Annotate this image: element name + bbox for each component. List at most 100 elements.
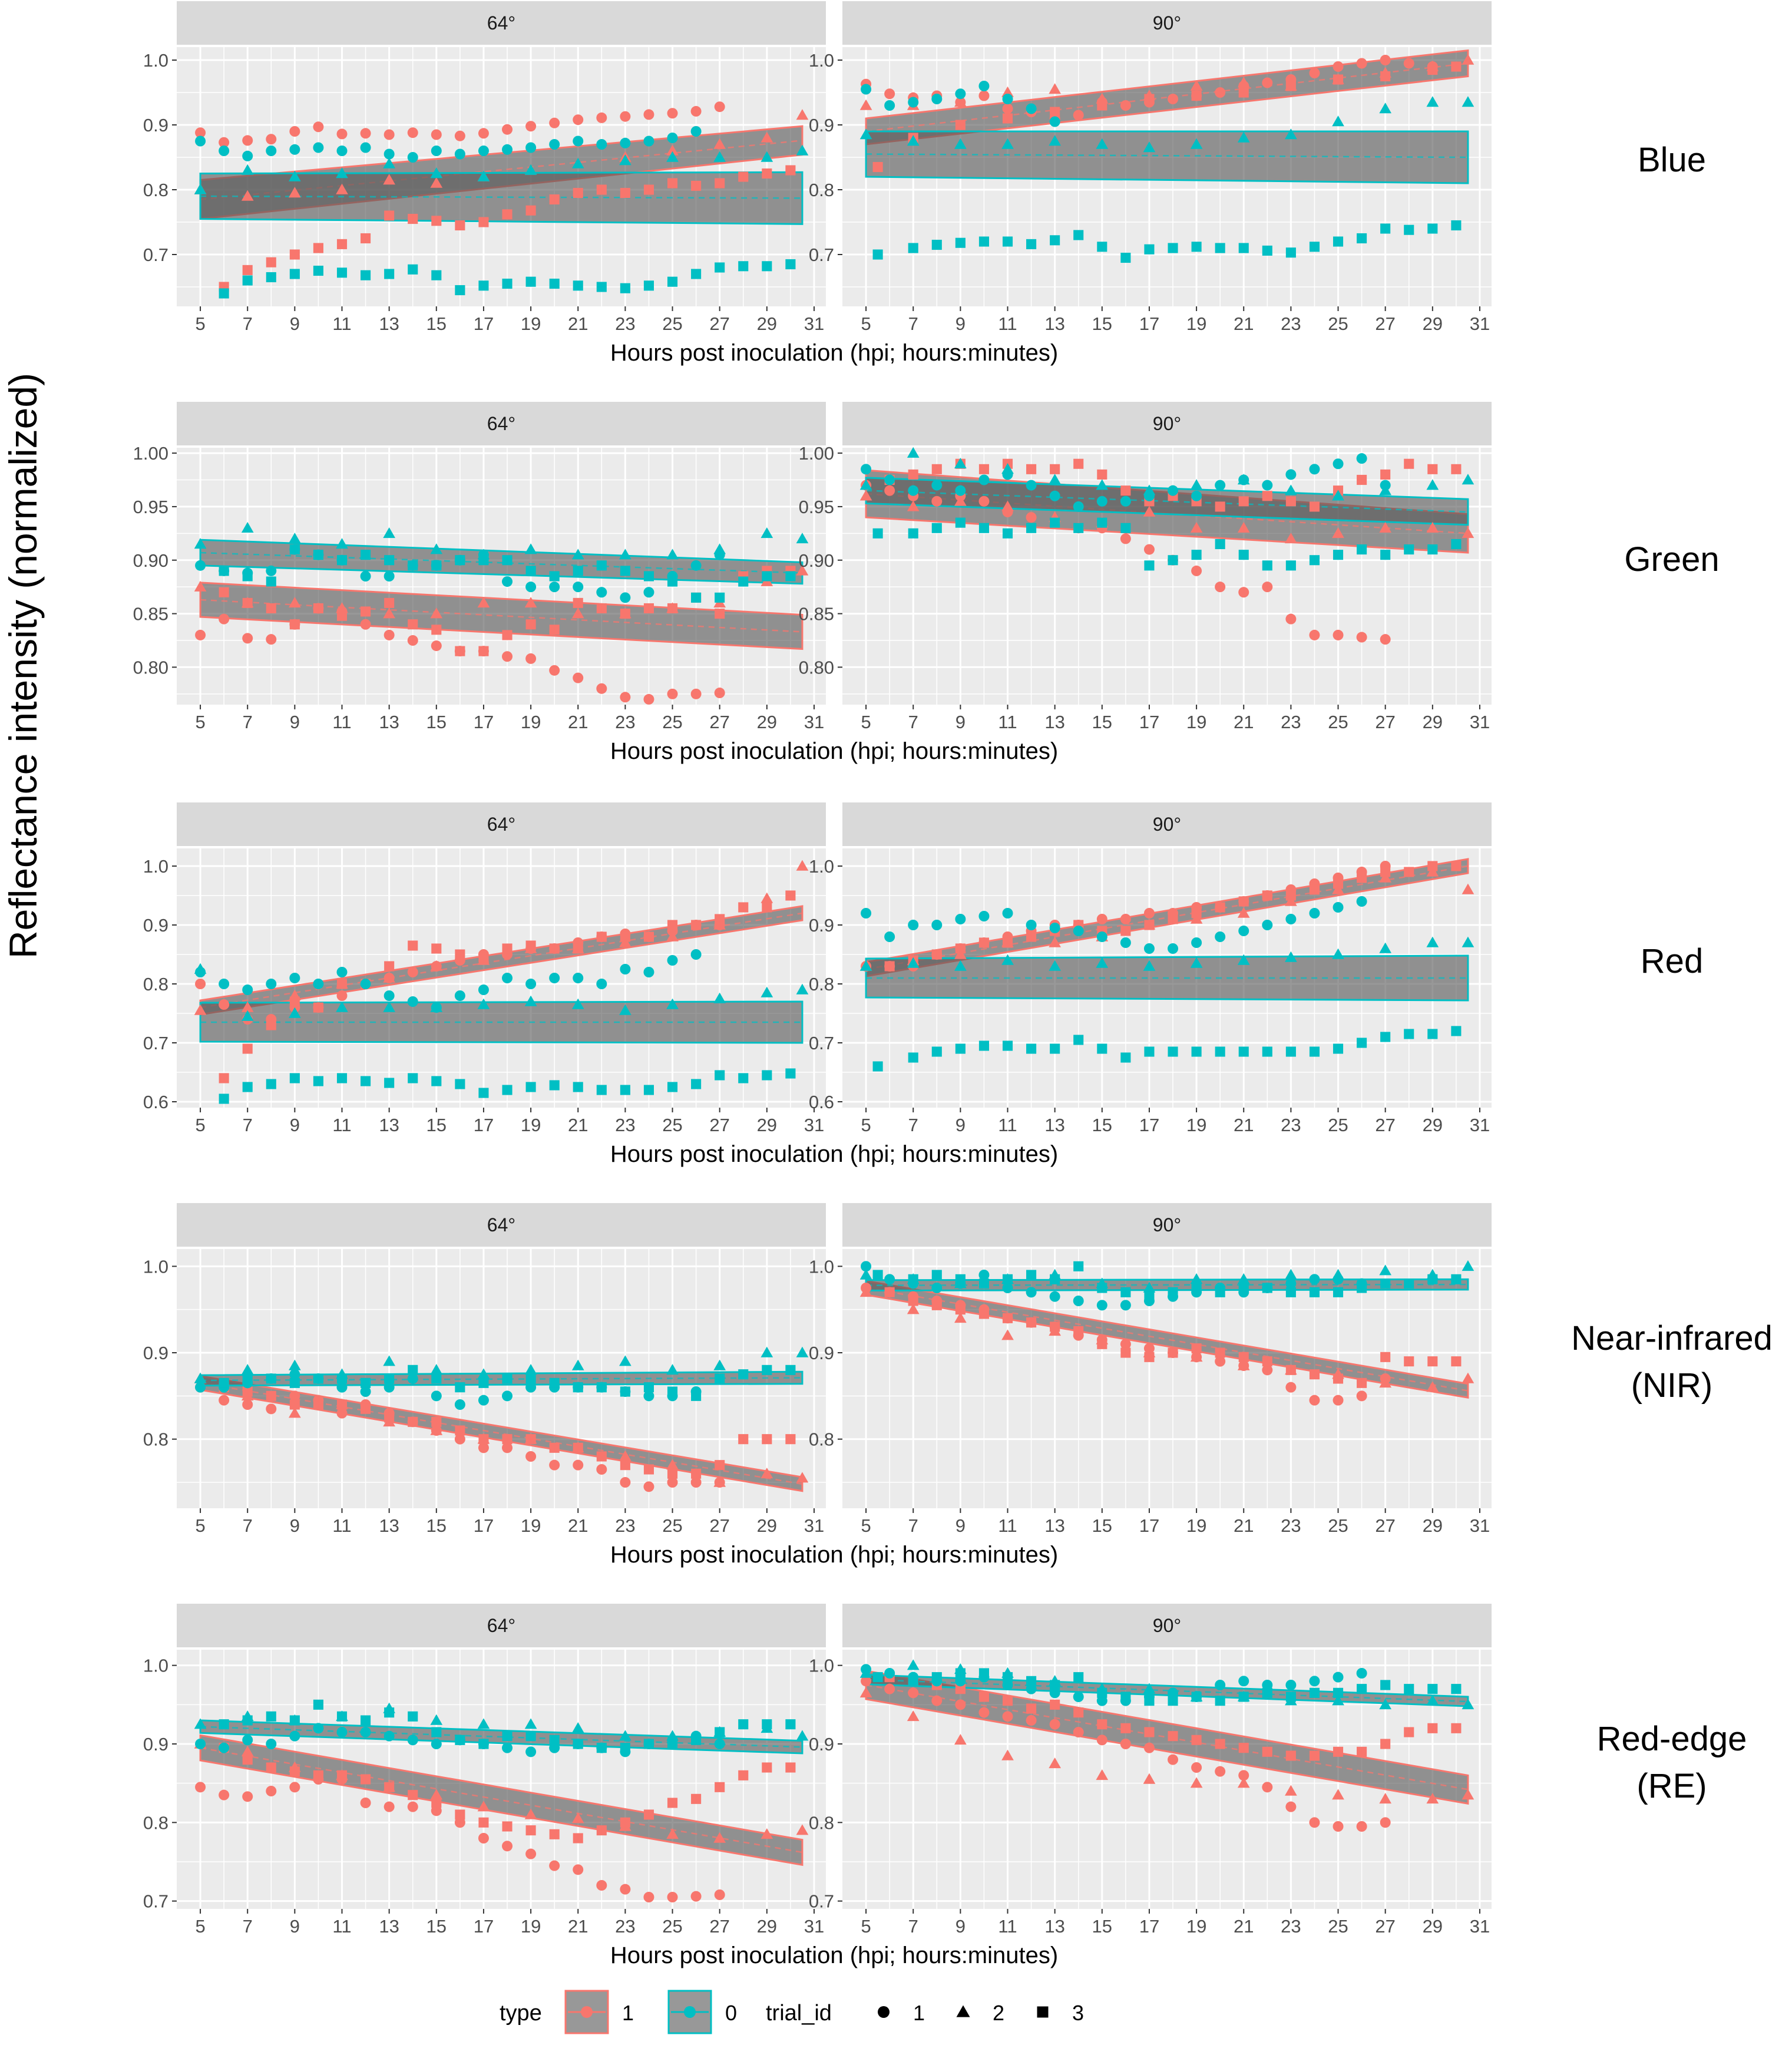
x-tick-label: 13 bbox=[379, 712, 399, 732]
data-point bbox=[195, 629, 206, 640]
data-point bbox=[384, 1412, 395, 1423]
data-point bbox=[360, 979, 371, 989]
data-point bbox=[241, 164, 254, 175]
data-point bbox=[1168, 914, 1178, 924]
data-point bbox=[1096, 1695, 1107, 1706]
data-point bbox=[1404, 1356, 1414, 1367]
data-point bbox=[360, 619, 371, 630]
data-point bbox=[1309, 1274, 1320, 1285]
data-point bbox=[242, 1715, 253, 1726]
data-point bbox=[666, 151, 679, 162]
data-point bbox=[1215, 87, 1226, 98]
data-point bbox=[1190, 1350, 1203, 1362]
x-tick-label: 5 bbox=[195, 712, 205, 732]
data-point bbox=[1096, 1769, 1109, 1780]
data-point bbox=[1380, 1352, 1391, 1362]
legend-type-entry: 0 bbox=[667, 1990, 737, 2034]
data-point bbox=[573, 973, 584, 983]
data-point bbox=[454, 1817, 465, 1828]
x-tick-label: 17 bbox=[1139, 1115, 1159, 1135]
data-point bbox=[1073, 1672, 1084, 1683]
x-tick-label: 25 bbox=[1328, 1115, 1348, 1135]
data-point bbox=[525, 979, 537, 989]
data-point bbox=[620, 609, 630, 619]
data-point bbox=[1462, 1698, 1474, 1710]
data-point bbox=[1144, 1696, 1155, 1706]
data-point bbox=[761, 1828, 773, 1839]
confidence-ribbon-type-1 bbox=[199, 1734, 804, 1866]
data-point bbox=[596, 1451, 607, 1462]
data-point bbox=[266, 576, 276, 587]
y-tick-label: 0.95 bbox=[799, 497, 834, 517]
data-point bbox=[266, 134, 277, 145]
data-point bbox=[796, 1472, 809, 1483]
data-point bbox=[383, 1730, 395, 1742]
data-point bbox=[1285, 1750, 1296, 1761]
x-tick-label: 29 bbox=[1423, 1515, 1443, 1536]
data-point bbox=[336, 1001, 348, 1012]
data-point bbox=[408, 1073, 418, 1083]
data-point bbox=[884, 961, 895, 972]
legend-shape-square bbox=[1037, 2006, 1049, 2018]
data-point bbox=[1168, 243, 1178, 253]
data-point bbox=[1333, 1671, 1344, 1683]
data-point bbox=[1190, 479, 1203, 490]
data-point bbox=[859, 479, 872, 490]
data-point bbox=[336, 1770, 348, 1780]
data-point bbox=[525, 121, 537, 132]
data-point bbox=[1333, 61, 1344, 72]
data-point bbox=[549, 571, 560, 582]
data-point bbox=[955, 1676, 966, 1687]
data-point bbox=[289, 1359, 301, 1370]
data-point bbox=[643, 587, 654, 598]
data-point bbox=[455, 555, 465, 566]
x-axis-title: Hours post inoculation (hpi; hours:minut… bbox=[610, 340, 1058, 366]
data-point bbox=[1379, 1792, 1392, 1804]
data-point bbox=[219, 566, 229, 576]
data-point bbox=[478, 952, 489, 963]
x-tick-label: 17 bbox=[474, 1916, 494, 1937]
data-point bbox=[289, 1390, 300, 1402]
series-type-1-trial-3 bbox=[884, 458, 1462, 512]
data-point bbox=[289, 973, 300, 983]
data-point bbox=[1357, 233, 1367, 244]
data-point bbox=[1451, 861, 1462, 871]
data-point bbox=[1404, 1727, 1414, 1737]
data-point bbox=[620, 1085, 630, 1095]
series-type-0-trial-1 bbox=[861, 896, 1367, 954]
x-tick-label: 19 bbox=[1186, 1916, 1206, 1937]
data-point bbox=[383, 1355, 396, 1366]
data-point bbox=[715, 1373, 725, 1384]
data-point bbox=[383, 148, 395, 160]
data-point bbox=[241, 190, 254, 201]
data-point bbox=[383, 571, 395, 582]
data-point bbox=[643, 1809, 654, 1820]
data-point bbox=[336, 967, 348, 977]
data-point bbox=[620, 1743, 630, 1753]
series-type-1-trial-3 bbox=[884, 1287, 1462, 1388]
x-tick-label: 25 bbox=[1328, 313, 1348, 334]
data-point bbox=[289, 1407, 301, 1418]
data-point bbox=[1026, 239, 1037, 249]
data-point bbox=[1143, 960, 1156, 971]
data-point bbox=[573, 187, 583, 199]
data-point bbox=[978, 1278, 989, 1289]
data-point bbox=[313, 1076, 323, 1086]
x-tick-label: 21 bbox=[1234, 313, 1254, 334]
data-point bbox=[1238, 1691, 1249, 1702]
trend-line-type-0 bbox=[200, 551, 802, 574]
data-point bbox=[1191, 1343, 1202, 1354]
x-tick-label: 23 bbox=[615, 1115, 635, 1135]
data-point bbox=[620, 1817, 630, 1828]
data-point bbox=[1333, 1821, 1344, 1832]
data-point bbox=[859, 1686, 872, 1698]
data-point bbox=[242, 1755, 253, 1765]
data-point bbox=[872, 528, 883, 538]
data-point bbox=[643, 967, 654, 977]
data-point bbox=[596, 603, 607, 614]
data-point bbox=[643, 1481, 654, 1492]
data-point bbox=[524, 164, 537, 175]
data-point bbox=[596, 931, 607, 942]
x-axis-title: Hours post inoculation (hpi; hours:minut… bbox=[610, 738, 1058, 764]
